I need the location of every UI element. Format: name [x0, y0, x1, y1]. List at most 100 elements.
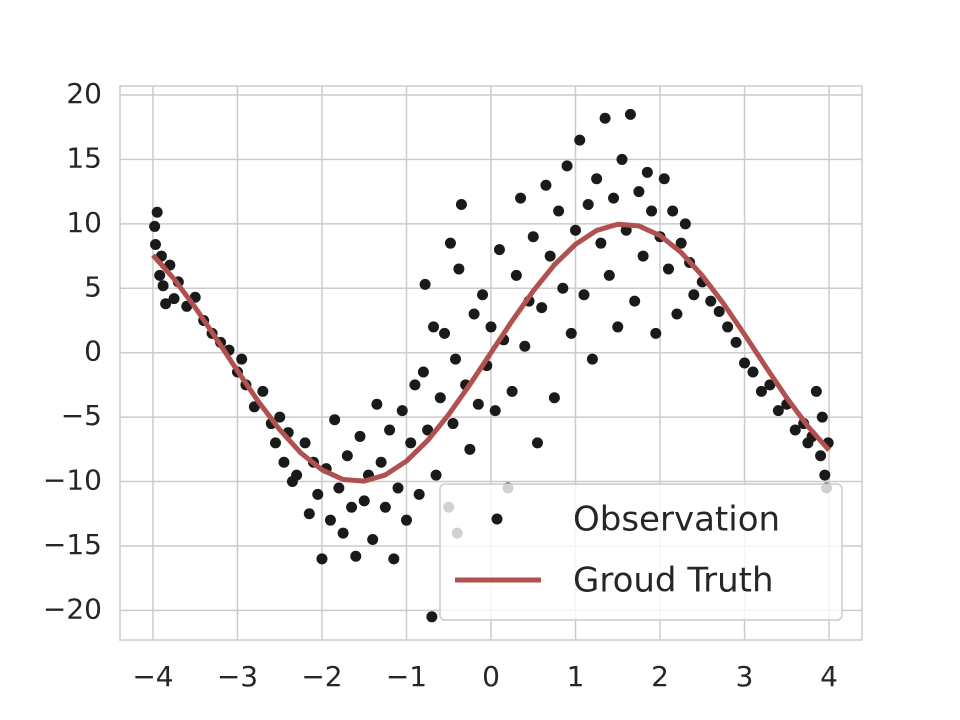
observation-point — [582, 199, 594, 211]
observation-point — [371, 398, 383, 410]
observation-point — [468, 308, 480, 320]
observation-point — [603, 269, 615, 281]
observation-point — [430, 469, 442, 481]
observation-point — [671, 308, 683, 320]
x-tick-label: −3 — [217, 660, 258, 693]
observation-point — [730, 336, 742, 348]
observation-point — [747, 366, 759, 378]
observation-point — [662, 263, 674, 275]
observation-point — [358, 495, 370, 507]
observation-point — [291, 469, 303, 481]
observation-point — [329, 414, 341, 426]
observation-point — [810, 385, 822, 397]
y-tick-label: 15 — [66, 141, 102, 174]
observation-point — [536, 302, 548, 314]
observation-point — [299, 437, 311, 449]
observation-point — [278, 456, 290, 468]
observation-point — [722, 321, 734, 333]
observation-point — [419, 278, 431, 290]
observation-point — [341, 450, 353, 462]
x-tick-label: 0 — [482, 660, 500, 693]
x-tick-label: 1 — [567, 660, 585, 693]
observation-point — [379, 501, 391, 513]
observation-point — [565, 327, 577, 339]
observation-point — [789, 424, 801, 436]
observation-point — [557, 282, 569, 294]
observation-point — [367, 534, 379, 546]
observation-point — [154, 269, 166, 281]
observation-point — [519, 340, 531, 352]
observation-point — [612, 321, 624, 333]
y-tick-label: 0 — [84, 335, 102, 368]
x-tick-label: 3 — [736, 660, 754, 693]
y-tick-label: −20 — [43, 592, 102, 625]
observation-point — [548, 392, 560, 404]
observation-point — [599, 112, 611, 124]
observation-point — [633, 186, 645, 198]
observation-point — [510, 269, 522, 281]
y-tick-label: −15 — [43, 528, 102, 561]
observation-point — [553, 205, 565, 217]
observation-point — [375, 456, 387, 468]
observation-point — [739, 357, 751, 369]
y-tick-label: −10 — [43, 464, 102, 497]
legend-box — [439, 483, 843, 621]
observation-point — [544, 250, 556, 262]
observation-point — [688, 289, 700, 301]
observation-point — [149, 220, 161, 232]
observation-point — [426, 611, 438, 623]
x-tick-label: −2 — [301, 660, 342, 693]
observation-point — [586, 353, 598, 365]
observation-point — [679, 218, 691, 230]
observation-point — [434, 392, 446, 404]
observation-point — [396, 405, 408, 417]
observation-point — [392, 482, 404, 494]
observation-point — [493, 244, 505, 256]
observation-point — [303, 508, 315, 520]
observation-point — [650, 327, 662, 339]
observation-point — [384, 424, 396, 436]
x-tick-label: −4 — [132, 660, 173, 693]
observation-point — [815, 450, 827, 462]
observation-point — [388, 553, 400, 565]
observation-point — [160, 298, 172, 310]
observation-point — [646, 205, 658, 217]
observation-point — [269, 437, 281, 449]
observation-point — [816, 411, 828, 423]
observation-point — [595, 237, 607, 249]
x-tick-label: 4 — [820, 660, 838, 693]
observation-point — [477, 289, 489, 301]
observation-point — [257, 385, 269, 397]
observation-point — [472, 398, 484, 410]
observation-point — [333, 482, 345, 494]
observation-point — [354, 430, 366, 442]
observation-point — [629, 295, 641, 307]
observation-point — [819, 469, 831, 481]
observation-point — [149, 238, 161, 250]
x-tick-label: 2 — [651, 660, 669, 693]
observation-point — [578, 289, 590, 301]
observation-point — [346, 501, 358, 513]
legend-label: Observation — [573, 500, 780, 540]
observation-point — [350, 550, 362, 562]
legend-label: Groud Truth — [573, 561, 774, 601]
observation-point — [506, 385, 518, 397]
observation-point — [450, 353, 462, 365]
observation-point — [485, 321, 497, 333]
observation-point — [675, 237, 687, 249]
observation-point — [422, 424, 434, 436]
observation-point — [489, 405, 501, 417]
x-tick-label: −1 — [386, 660, 427, 693]
legend-marker — [491, 513, 503, 525]
observation-point — [236, 353, 248, 365]
observation-point — [274, 411, 286, 423]
observation-point — [608, 192, 620, 204]
observation-point — [413, 488, 425, 500]
observation-point — [417, 366, 429, 378]
y-tick-label: 10 — [66, 206, 102, 239]
observation-point — [428, 321, 440, 333]
observation-point — [400, 514, 412, 526]
observation-point — [540, 179, 552, 191]
observation-point — [531, 437, 543, 449]
